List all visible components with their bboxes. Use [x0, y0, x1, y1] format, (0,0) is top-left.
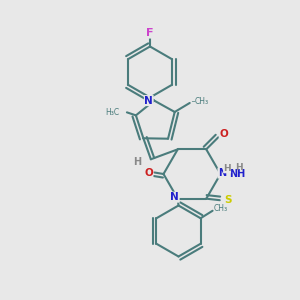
Text: N: N: [170, 192, 179, 202]
Text: H: H: [133, 157, 141, 167]
Text: ─: ─: [191, 100, 194, 106]
Text: N: N: [144, 96, 153, 106]
Text: NH: NH: [230, 169, 246, 179]
Text: H₃C: H₃C: [105, 108, 119, 117]
Text: F: F: [146, 28, 154, 38]
Text: H: H: [236, 164, 243, 172]
Text: O: O: [144, 167, 153, 178]
Text: S: S: [224, 195, 232, 205]
Text: CH₃: CH₃: [214, 204, 228, 213]
Text: O: O: [219, 129, 228, 139]
Text: H: H: [223, 164, 231, 173]
Text: CH₃: CH₃: [194, 97, 208, 106]
Text: N: N: [218, 168, 226, 178]
